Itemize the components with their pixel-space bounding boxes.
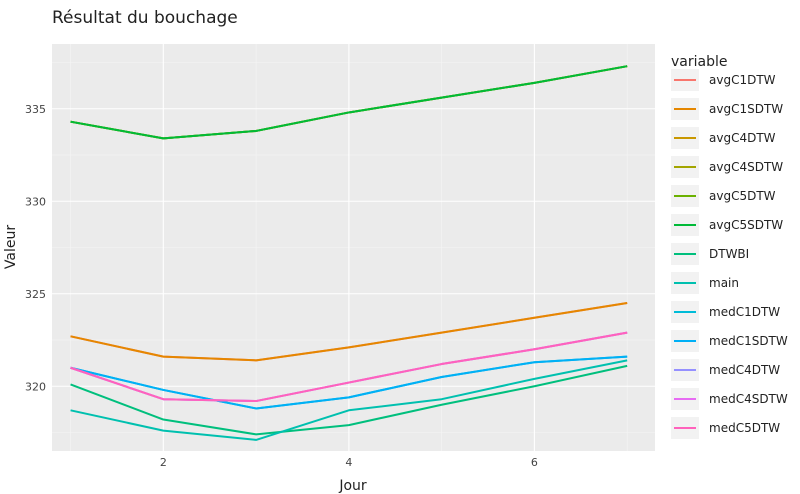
legend-label-DTWBI: DTWBI xyxy=(709,247,749,261)
grid-lines xyxy=(52,44,655,451)
x-tick-label: 2 xyxy=(160,456,167,469)
series-line-avgC5SDTW xyxy=(70,65,628,140)
series-line-DTWBI xyxy=(70,364,628,436)
legend-label-avgC1DTW: avgC1DTW xyxy=(709,73,776,87)
legend-label-avgC4DTW: avgC4DTW xyxy=(709,131,776,145)
legend: variable avgC1DTW avgC1SDTW avgC4DTW avgC4S… xyxy=(671,54,788,439)
series-line-main xyxy=(70,359,628,441)
y-axis-ticks: 320 325 330 335 xyxy=(25,103,46,394)
y-tick-label: 325 xyxy=(25,288,46,301)
legend-label-medC1SDTW: medC1SDTW xyxy=(709,334,788,348)
x-axis-title: Jour xyxy=(338,478,367,494)
chart-title: Résultat du bouchage xyxy=(52,8,238,28)
legend-label-avgC4SDTW: avgC4SDTW xyxy=(709,160,783,174)
legend-label-medC4SDTW: medC4SDTW xyxy=(709,392,788,406)
legend-label-medC5DTW: medC5DTW xyxy=(709,421,780,435)
y-axis-title: Valeur xyxy=(3,225,19,269)
y-tick-label: 320 xyxy=(25,380,46,393)
series-line-medC5DTW xyxy=(70,331,628,403)
legend-label-avgC1SDTW: avgC1SDTW xyxy=(709,102,783,116)
y-tick-label: 335 xyxy=(25,103,46,116)
y-tick-label: 330 xyxy=(25,195,46,208)
series-lines xyxy=(70,65,628,441)
series-line-medC1SDTW xyxy=(70,355,628,410)
legend-title: variable xyxy=(671,54,727,70)
legend-label-medC4DTW: medC4DTW xyxy=(709,363,780,377)
legend-label-medC1DTW: medC1DTW xyxy=(709,305,780,319)
legend-label-avgC5DTW: avgC5DTW xyxy=(709,189,776,203)
x-tick-label: 6 xyxy=(531,456,538,469)
legend-label-main: main xyxy=(709,276,739,290)
x-axis-ticks: 2 4 6 xyxy=(160,456,538,469)
x-tick-label: 4 xyxy=(345,456,352,469)
series-line-avgC1SDTW xyxy=(70,302,628,362)
legend-label-avgC5SDTW: avgC5SDTW xyxy=(709,218,783,232)
